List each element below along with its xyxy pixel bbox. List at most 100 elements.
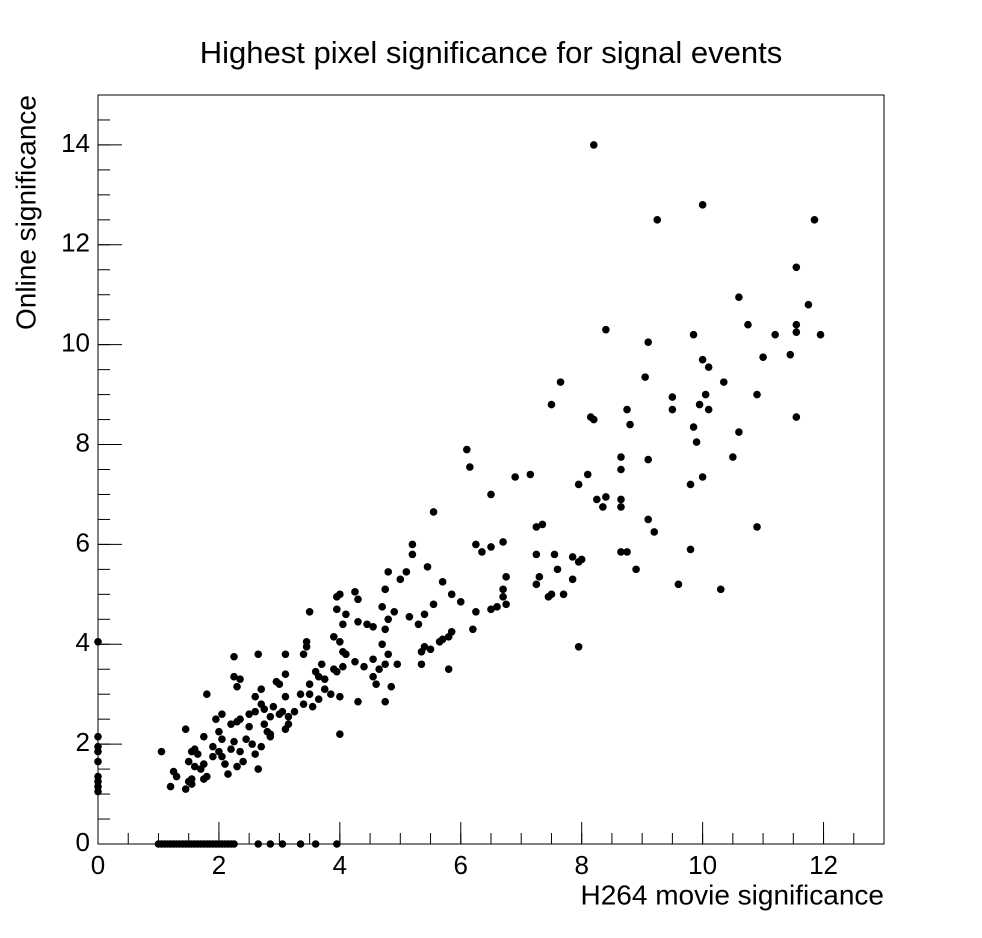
point [333, 605, 341, 614]
point [674, 580, 683, 589]
point [299, 700, 308, 708]
point [290, 707, 299, 716]
point [393, 660, 402, 669]
point [314, 672, 323, 681]
point [644, 338, 652, 346]
point [574, 480, 583, 489]
point [414, 620, 423, 629]
point [387, 682, 396, 691]
x-tick-label: 2 [212, 850, 226, 880]
point [472, 540, 480, 549]
point [417, 647, 426, 656]
point [644, 515, 652, 524]
point [305, 680, 314, 689]
point [532, 550, 541, 559]
point [704, 363, 713, 371]
point [181, 785, 190, 793]
point [617, 465, 625, 474]
point [375, 665, 383, 674]
point [275, 710, 284, 718]
point [617, 503, 625, 511]
point [472, 608, 480, 616]
point [257, 685, 266, 694]
point [94, 747, 102, 756]
point [245, 722, 253, 731]
point [227, 720, 235, 728]
point [698, 355, 707, 364]
y-tick-label: 2 [76, 727, 90, 757]
point [420, 610, 429, 619]
point [444, 665, 453, 674]
point [532, 580, 541, 589]
point [792, 413, 801, 421]
point [469, 625, 477, 634]
point [254, 650, 263, 659]
point [281, 670, 290, 679]
point [242, 735, 250, 743]
point [169, 767, 178, 776]
point [233, 762, 241, 771]
point [632, 565, 640, 574]
point [701, 390, 710, 399]
point [574, 642, 583, 651]
point [408, 550, 417, 559]
y-tick-label: 12 [61, 228, 90, 258]
point [166, 782, 175, 791]
point [735, 428, 743, 436]
point [354, 595, 362, 604]
point [559, 590, 568, 599]
x-tick-label: 10 [688, 850, 717, 880]
point [94, 732, 102, 741]
point [792, 263, 801, 272]
point [626, 420, 634, 429]
point [429, 508, 438, 516]
point [218, 752, 226, 761]
point [593, 495, 601, 504]
point [390, 608, 399, 616]
point [804, 300, 813, 309]
point [744, 320, 752, 329]
point [333, 593, 341, 601]
point [487, 605, 495, 614]
point [372, 680, 380, 689]
point [716, 585, 725, 594]
point [499, 593, 507, 601]
point [556, 378, 565, 386]
point [478, 548, 486, 556]
point [257, 742, 266, 751]
point [735, 293, 743, 302]
point [269, 702, 278, 711]
point [499, 538, 507, 546]
point [209, 742, 217, 751]
point [336, 730, 344, 738]
point [378, 603, 386, 611]
point [190, 762, 199, 771]
point [339, 662, 347, 671]
point [463, 445, 471, 454]
point [296, 690, 305, 698]
point [236, 675, 244, 684]
point [641, 373, 649, 381]
point [384, 650, 393, 659]
point [668, 393, 677, 401]
point [378, 640, 386, 649]
point [317, 660, 326, 669]
point [583, 470, 592, 479]
point [281, 692, 290, 701]
x-tick-label: 8 [574, 850, 588, 880]
point [550, 550, 559, 559]
point [719, 378, 728, 386]
point [193, 750, 202, 758]
point [466, 463, 474, 471]
y-tick-label: 10 [61, 328, 90, 358]
point [384, 568, 393, 576]
point [230, 672, 238, 681]
point [311, 840, 320, 848]
point [227, 745, 235, 753]
point [94, 787, 102, 796]
point [336, 692, 344, 701]
point [704, 405, 713, 414]
point [487, 543, 495, 551]
point [668, 405, 677, 414]
